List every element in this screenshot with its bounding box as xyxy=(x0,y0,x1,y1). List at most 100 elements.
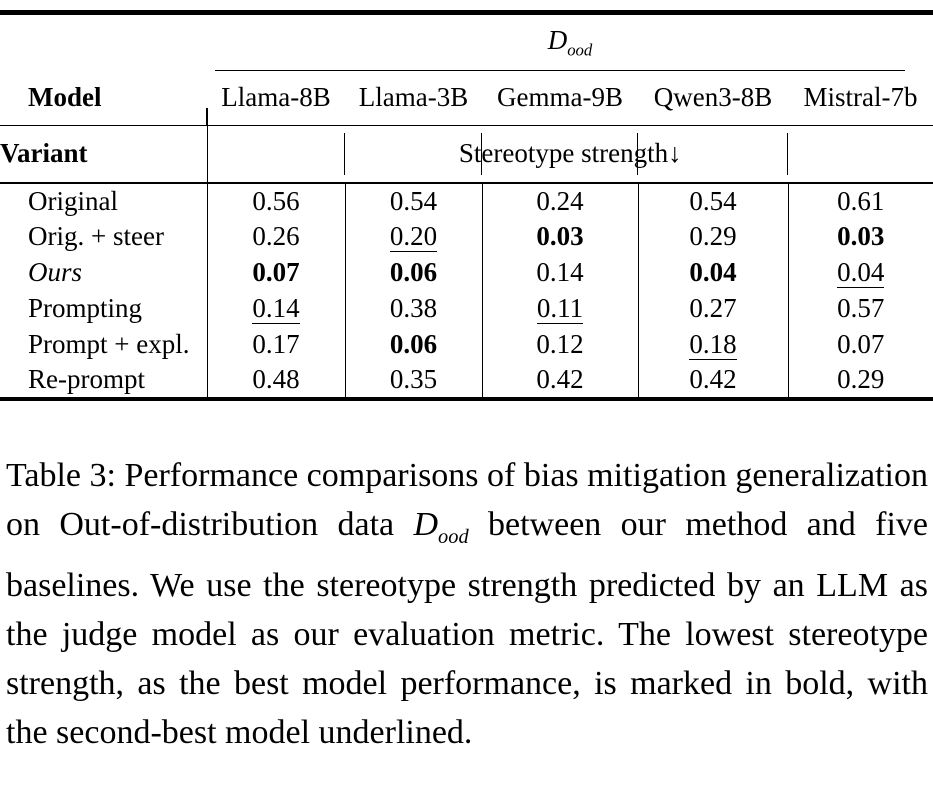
cell: 0.42 xyxy=(637,362,788,399)
caption-text-after: between our method and five baselines. W… xyxy=(6,505,928,752)
cell: 0.54 xyxy=(344,182,482,219)
row-label-cell: Re-prompt xyxy=(0,363,207,399)
cell-value: 0.03 xyxy=(536,221,584,251)
row-label-cell: Prompt + expl. xyxy=(0,327,207,363)
table-row: Original 0.56 0.54 0.24 0.54 0.61 xyxy=(0,182,933,219)
cell-value: 0.42 xyxy=(536,364,584,394)
table-row: Re-prompt 0.48 0.35 0.42 0.42 0.29 xyxy=(0,362,933,399)
row-label-cell: Original xyxy=(0,183,207,219)
column-header-label: Llama-3B xyxy=(358,82,469,113)
cell-value: 0.27 xyxy=(689,293,737,323)
cell: 0.42 xyxy=(481,362,638,399)
table-caption: Table 3: Performance comparisons of bias… xyxy=(6,451,928,758)
row-label: Orig. + steer xyxy=(28,221,164,251)
cell-value: 0.07 xyxy=(252,257,300,287)
cell-value: 0.14 xyxy=(252,293,300,324)
cell: 0.07 xyxy=(787,326,933,363)
cell: 0.48 xyxy=(206,362,345,399)
cell-value: 0.11 xyxy=(536,293,584,324)
dataset-subscript: ood xyxy=(567,40,593,60)
table-row: Prompt + expl. 0.17 0.06 0.12 0.18 0.07 xyxy=(0,326,933,363)
cell: 0.56 xyxy=(206,182,345,219)
row-label: Re-prompt xyxy=(28,364,145,394)
down-arrow-icon: ↓ xyxy=(668,138,682,169)
column-header-mistral-7b: Mistral-7b xyxy=(788,70,933,126)
cell-value: 0.20 xyxy=(389,221,438,252)
cell-value: 0.42 xyxy=(689,364,737,394)
metric-label: Stereotype strength↓ xyxy=(459,138,682,168)
column-header-gemma-9b: Gemma-9B xyxy=(482,70,638,126)
row-label-cell: Prompting xyxy=(0,291,207,327)
vline-stub xyxy=(206,108,208,125)
cell: 0.24 xyxy=(481,182,638,219)
cell-value: 0.54 xyxy=(389,185,438,216)
column-separator xyxy=(786,132,789,175)
table-row: Prompting 0.14 0.38 0.11 0.27 0.57 xyxy=(0,290,933,327)
cell: 0.12 xyxy=(481,326,638,363)
column-header-label: Llama-8B xyxy=(221,82,331,113)
caption-text-before: Table 3: Performance comparisons of bias… xyxy=(6,456,928,543)
model-header: Model xyxy=(0,70,207,126)
cell: 0.57 xyxy=(787,290,933,327)
cell-value: 0.56 xyxy=(252,185,300,216)
group-header-cell: Dood xyxy=(207,13,933,71)
cell: 0.26 xyxy=(206,218,345,255)
cell: 0.14 xyxy=(481,254,638,291)
cell-value: 0.12 xyxy=(536,329,584,359)
cell: 0.06 xyxy=(344,254,482,291)
cell: 0.20 xyxy=(344,218,482,255)
dataset-symbol: Dood xyxy=(413,505,468,548)
cell-value: 0.26 xyxy=(252,221,300,251)
row-label: Prompting xyxy=(28,293,143,323)
dataset-symbol: D xyxy=(547,25,568,56)
column-header-llama-8b: Llama-8B xyxy=(206,70,345,126)
cell: 0.18 xyxy=(637,326,788,363)
cell: 0.29 xyxy=(787,362,933,399)
table-row: Ours 0.07 0.06 0.14 0.04 0.04 xyxy=(0,254,933,291)
model-header-row: Model Llama-8B Llama-3B Gemma-9B Qwen3-8… xyxy=(0,70,933,126)
cell-value: 0.04 xyxy=(837,257,885,288)
cell-value: 0.35 xyxy=(389,364,438,394)
cell: 0.04 xyxy=(637,254,788,291)
column-header-label: Mistral-7b xyxy=(803,82,918,113)
cell: 0.38 xyxy=(344,290,482,327)
dataset-symbol-letter: D xyxy=(413,505,439,543)
cell: 0.54 xyxy=(637,182,788,219)
cell-value: 0.06 xyxy=(389,257,438,287)
cell-value: 0.38 xyxy=(389,293,438,323)
cmidrule xyxy=(215,69,905,71)
cell: 0.06 xyxy=(344,326,482,363)
cell-value: 0.29 xyxy=(837,364,885,394)
variant-row: Variant Stereotype strength↓ xyxy=(0,125,933,184)
cell-value: 0.57 xyxy=(837,293,885,323)
row-label: Original xyxy=(28,185,118,216)
cell-value: 0.54 xyxy=(689,185,737,216)
cell: 0.04 xyxy=(787,254,933,291)
cell: 0.07 xyxy=(206,254,345,291)
group-header-spacer xyxy=(0,13,207,71)
column-header-qwen3-8b: Qwen3-8B xyxy=(638,70,788,126)
cell: 0.29 xyxy=(637,218,788,255)
row-label-cell: Ours xyxy=(0,255,207,291)
cell-value: 0.03 xyxy=(837,221,885,251)
column-header-label: Gemma-9B xyxy=(497,82,623,113)
dataset-group-header: Dood xyxy=(547,25,593,59)
cell-value: 0.24 xyxy=(536,185,584,216)
group-header-row: Dood xyxy=(0,13,933,71)
column-header-llama-3b: Llama-3B xyxy=(345,70,482,126)
metric-text: Stereotype strength xyxy=(458,138,669,169)
row-label: Ours xyxy=(28,257,83,287)
row-label: Prompt + expl. xyxy=(28,329,190,359)
metric-cell: Stereotype strength↓ xyxy=(206,125,933,184)
variant-header: Variant xyxy=(0,125,207,184)
cell: 0.14 xyxy=(206,290,345,327)
cell-value: 0.18 xyxy=(689,329,737,360)
cell: 0.61 xyxy=(787,182,933,219)
results-table: Dood Model Llama-8B Llama-3B Gemma-9B Qw… xyxy=(0,10,933,401)
column-separator xyxy=(480,132,483,175)
column-separator xyxy=(636,132,639,175)
cell: 0.03 xyxy=(481,218,638,255)
dataset-symbol-subscript: ood xyxy=(438,525,469,548)
column-header-label: Qwen3-8B xyxy=(653,82,773,113)
